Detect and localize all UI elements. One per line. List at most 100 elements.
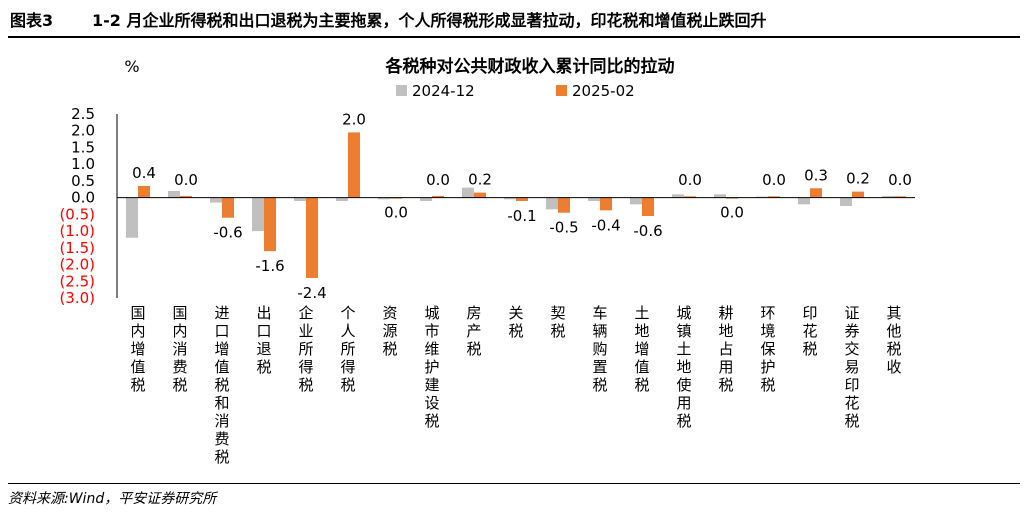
bar-2024-12 xyxy=(630,197,642,205)
bar-2025-02 xyxy=(684,196,696,198)
y-axis: 2.52.01.51.00.50.0(0.5)(1.0)(1.5)(2.0)(2… xyxy=(59,105,118,307)
x-tick-label: 车辆购置税 xyxy=(592,304,607,394)
x-tick-label: 耕地占用税 xyxy=(718,304,733,394)
legend-label-2024-12: 2024-12 xyxy=(412,82,475,100)
bar-2024-12 xyxy=(588,197,600,201)
x-tick-label: 契税 xyxy=(550,304,565,340)
bar-2025-02 xyxy=(600,197,612,211)
bar-2024-12 xyxy=(462,187,474,198)
bar-2024-12 xyxy=(252,197,264,232)
data-label: 0.0 xyxy=(426,171,450,189)
data-label: 0.2 xyxy=(846,170,870,188)
bar-chart: 各税种对公共财政收入累计同比的拉动 % 2024-12 2025-02 2.52.… xyxy=(59,56,915,466)
data-label: -1.6 xyxy=(255,257,284,275)
y-tick-label: (1.5) xyxy=(59,239,95,257)
figure-title: 1-2 月企业所得税和出口退税为主要拖累，个人所得税形成显著拉动，印花税和增值税… xyxy=(92,11,767,30)
data-label: 0.4 xyxy=(132,164,156,182)
top-rule xyxy=(8,36,1020,38)
chart-title: 各税种对公共财政收入累计同比的拉动 xyxy=(385,56,675,77)
data-label: -0.1 xyxy=(507,207,536,225)
bar-2024-12 xyxy=(126,197,138,238)
bar-2024-12 xyxy=(798,197,810,205)
bar-2024-12 xyxy=(336,197,348,201)
bar-2024-12 xyxy=(546,197,558,210)
data-label: 0.0 xyxy=(762,171,786,189)
x-tick-label: 资源税 xyxy=(382,304,397,358)
figure-label: 图表3 xyxy=(10,11,54,30)
x-tick-label: 个人所得税 xyxy=(340,304,355,394)
data-label: -0.5 xyxy=(549,219,578,237)
y-tick-label: 0.5 xyxy=(71,172,95,190)
x-tick-label: 环境保护税 xyxy=(760,304,775,394)
x-tick-label: 国内消费税 xyxy=(172,304,187,394)
x-tick-label: 土地增值税 xyxy=(634,304,649,394)
x-tick-label: 企业所得税 xyxy=(298,304,313,394)
x-tick-label: 城市维护建设税 xyxy=(424,304,439,430)
data-label: 0.0 xyxy=(174,171,198,189)
x-tick-label: 进口增值税和消费税 xyxy=(214,304,229,466)
legend-label-2025-02: 2025-02 xyxy=(572,82,635,100)
bar-2024-12 xyxy=(294,197,306,201)
bar-2024-12 xyxy=(168,190,180,198)
y-tick-label: (0.5) xyxy=(59,205,95,223)
data-label: -0.6 xyxy=(633,222,662,240)
bar-2025-02 xyxy=(432,195,444,198)
bar-2025-02 xyxy=(138,185,150,198)
data-label: 0.0 xyxy=(384,204,408,222)
y-axis-unit: % xyxy=(124,57,139,76)
bar-2025-02 xyxy=(894,196,906,198)
y-tick-label: 0.0 xyxy=(71,189,95,207)
y-tick-label: (2.0) xyxy=(59,256,95,274)
data-label: -0.4 xyxy=(591,216,620,234)
data-label: -0.6 xyxy=(213,224,242,242)
y-tick-label: 2.0 xyxy=(71,122,95,140)
x-axis: 国内增值税 国内消费税 进口增值税和消费税 出口退税 企业所得税 个人所得税 资源税 城市维护… xyxy=(117,197,915,466)
bar-2024-12 xyxy=(882,195,894,198)
x-tick-label: 其他税收 xyxy=(886,304,901,376)
data-label: 0.0 xyxy=(678,171,702,189)
bar-2025-02 xyxy=(180,195,192,198)
bar-2024-12 xyxy=(840,197,852,206)
bar-2025-02 xyxy=(642,197,654,217)
bar-series xyxy=(126,132,906,278)
bar-2025-02 xyxy=(474,192,486,198)
bar-2025-02 xyxy=(558,197,570,213)
bar-2025-02 xyxy=(852,191,864,198)
bar-2025-02 xyxy=(810,188,822,198)
bar-2025-02 xyxy=(348,132,360,198)
legend-swatch-2025-02 xyxy=(556,85,567,96)
x-tick-label: 国内增值税 xyxy=(130,304,145,394)
x-tick-label: 证券交易印花税 xyxy=(844,304,859,430)
source-note: 资料来源:Wind，平安证券研究所 xyxy=(8,491,217,507)
data-label: 2.0 xyxy=(342,110,366,128)
bar-2024-12 xyxy=(756,196,768,198)
x-tick-label: 城镇土地使用税 xyxy=(676,304,691,430)
data-labels: 0.4 0.0 -0.6 -1.6 -2.4 2.0 0.0 0.0 0.2 -0.1 -0.5 -0… xyxy=(132,110,912,302)
data-label: -2.4 xyxy=(297,284,326,302)
y-tick-label: 1.0 xyxy=(71,155,95,173)
bar-2025-02 xyxy=(516,197,528,201)
y-tick-label: 1.5 xyxy=(71,138,95,156)
figure-header: 图表3 1-2 月企业所得税和出口退税为主要拖累，个人所得税形成显著拉动，印花税… xyxy=(0,0,1027,36)
bar-2025-02 xyxy=(222,197,234,218)
x-tick-label: 关税 xyxy=(508,304,523,340)
bar-2025-02 xyxy=(264,197,276,252)
x-tick-label: 印花税 xyxy=(802,304,817,358)
bar-2024-12 xyxy=(714,194,726,198)
y-tick-label: (3.0) xyxy=(59,289,95,307)
data-label: 0.3 xyxy=(804,166,828,184)
legend: 2024-12 2025-02 xyxy=(396,82,635,100)
bar-2025-02 xyxy=(768,196,780,198)
bar-2024-12 xyxy=(504,197,516,200)
x-tick-label: 房产税 xyxy=(466,304,481,358)
y-tick-label: 2.5 xyxy=(71,105,95,123)
y-tick-label: (2.5) xyxy=(59,272,95,290)
bar-2024-12 xyxy=(210,197,222,203)
bar-2024-12 xyxy=(420,197,432,201)
x-tick-label: 出口退税 xyxy=(256,304,271,376)
bar-2024-12 xyxy=(672,194,684,198)
bar-2025-02 xyxy=(306,197,318,278)
bottom-rule xyxy=(8,483,1020,484)
y-tick-label: (1.0) xyxy=(59,222,95,240)
bar-2024-12 xyxy=(378,197,390,200)
